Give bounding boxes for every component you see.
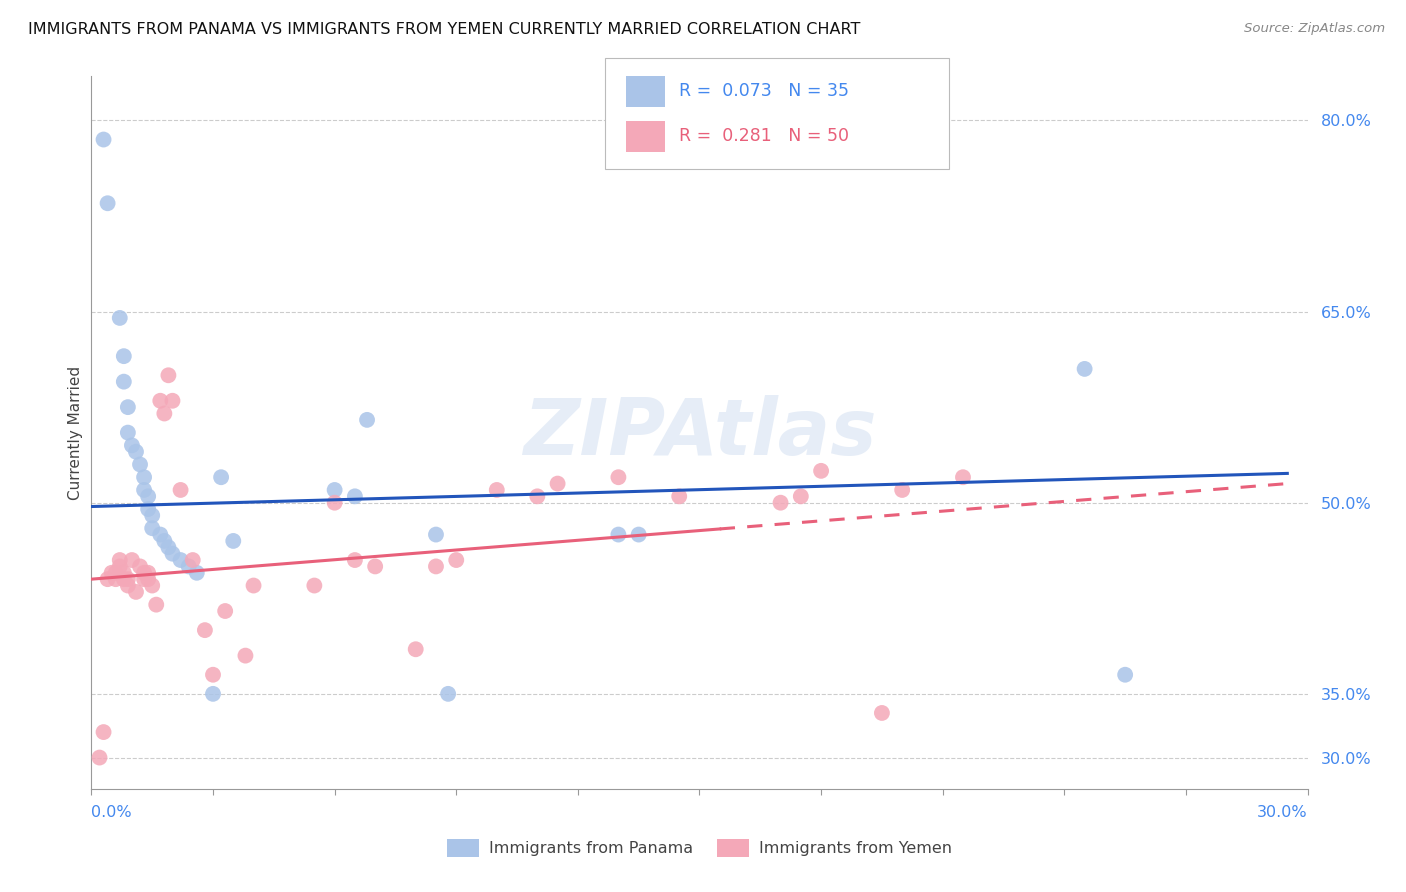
Point (157, 541, 180, 555)
Point (343, 489, 366, 503)
Point (93, 132, 115, 146)
Point (153, 407, 176, 421)
Point (145, 598, 167, 612)
Point (141, 508, 163, 523)
Point (141, 521, 163, 535)
Text: R =  0.281   N = 50: R = 0.281 N = 50 (679, 128, 849, 145)
Point (169, 483, 191, 497)
Point (108, 553, 131, 567)
Point (627, 527, 650, 541)
Point (112, 349, 135, 363)
Point (132, 483, 155, 497)
Point (343, 553, 366, 567)
Y-axis label: Currently Married: Currently Married (67, 366, 83, 500)
Point (1114, 667, 1136, 681)
Point (485, 483, 508, 497)
Point (405, 642, 427, 657)
Text: 30.0%: 30.0% (1257, 805, 1308, 820)
Point (112, 566, 135, 580)
Point (437, 687, 460, 701)
Point (242, 578, 264, 592)
Point (89, 750, 111, 764)
Point (153, 533, 176, 548)
Point (235, 648, 257, 663)
Text: ZIPAtlas: ZIPAtlas (523, 394, 876, 471)
Point (125, 444, 148, 458)
Point (117, 425, 139, 440)
Point (356, 413, 378, 427)
Point (104, 566, 127, 580)
Text: 0.0%: 0.0% (91, 805, 132, 820)
Point (117, 578, 139, 592)
Point (202, 687, 225, 701)
Point (607, 470, 630, 484)
Point (547, 476, 569, 491)
Point (209, 470, 232, 484)
Point (125, 585, 148, 599)
Legend: Immigrants from Panama, Immigrants from Yemen: Immigrants from Panama, Immigrants from … (441, 832, 957, 863)
Point (425, 527, 447, 541)
Point (222, 533, 245, 548)
Point (97, 196, 120, 211)
Text: R =  0.073   N = 35: R = 0.073 N = 35 (679, 82, 849, 100)
Point (97, 572, 120, 586)
Point (136, 502, 159, 516)
Point (177, 559, 200, 574)
Point (162, 393, 184, 408)
Point (952, 470, 974, 484)
Point (607, 527, 630, 541)
Point (526, 489, 548, 503)
Point (169, 553, 191, 567)
Point (117, 400, 139, 414)
Text: IMMIGRANTS FROM PANAMA VS IMMIGRANTS FROM YEMEN CURRENTLY MARRIED CORRELATION CH: IMMIGRANTS FROM PANAMA VS IMMIGRANTS FRO… (28, 22, 860, 37)
Point (100, 566, 122, 580)
Point (136, 489, 159, 503)
Point (323, 496, 346, 510)
Point (425, 559, 447, 574)
Point (112, 375, 135, 389)
Point (769, 496, 792, 510)
Point (121, 438, 143, 452)
Point (117, 572, 139, 586)
Point (132, 572, 155, 586)
Point (132, 470, 155, 484)
Point (214, 604, 236, 618)
Point (129, 559, 152, 574)
Point (891, 483, 914, 497)
Point (108, 559, 131, 574)
Point (112, 572, 135, 586)
Text: Source: ZipAtlas.com: Source: ZipAtlas.com (1244, 22, 1385, 36)
Point (149, 527, 172, 541)
Point (141, 578, 163, 592)
Point (108, 310, 131, 325)
Point (121, 553, 143, 567)
Point (194, 623, 217, 637)
Point (132, 566, 155, 580)
Point (129, 458, 152, 472)
Point (202, 667, 225, 681)
Point (870, 706, 893, 720)
Point (790, 489, 813, 503)
Point (186, 566, 208, 580)
Point (136, 572, 159, 586)
Point (1073, 362, 1095, 376)
Point (364, 559, 387, 574)
Point (323, 483, 346, 497)
Point (104, 572, 127, 586)
Point (810, 464, 832, 478)
Point (668, 489, 690, 503)
Point (149, 393, 172, 408)
Point (181, 553, 204, 567)
Point (444, 553, 467, 567)
Point (136, 566, 159, 580)
Point (93, 725, 115, 739)
Point (157, 368, 180, 383)
Point (304, 578, 326, 592)
Point (162, 547, 184, 561)
